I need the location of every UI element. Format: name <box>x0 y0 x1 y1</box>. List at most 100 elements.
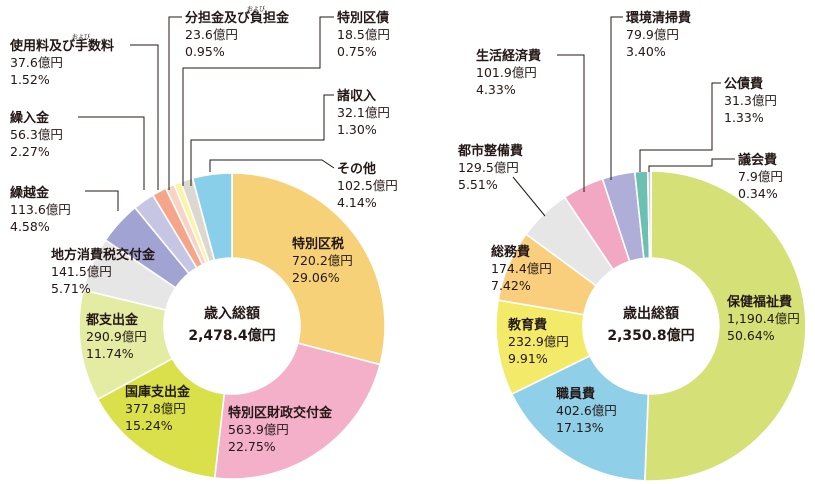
slice-percent: 4.58% <box>10 219 50 234</box>
revenue-center-total: 2,478.4億円 <box>188 327 275 344</box>
revenue-leader-line-10 <box>182 16 334 186</box>
slice-amount: 232.9億円 <box>508 334 569 349</box>
slice-amount: 141.5億円 <box>51 264 112 279</box>
slice-amount: 7.9億円 <box>738 169 783 184</box>
slice-name: 分担金及び負担金 <box>185 10 290 26</box>
slice-amount: 101.9億円 <box>476 65 537 80</box>
slice-percent: 11.74% <box>86 346 134 361</box>
slice-name: 生活経済費 <box>476 48 541 64</box>
slice-name: 国庫支出金 <box>125 384 191 400</box>
revenue-leader-line-11 <box>190 94 334 186</box>
slice-percent: 0.75% <box>337 44 377 59</box>
expenditure-leader-line-8 <box>639 82 721 172</box>
revenue-leader-line-6 <box>85 190 119 211</box>
slice-name: その他 <box>337 161 376 177</box>
slice-percent: 4.33% <box>476 82 516 97</box>
slice-name: 教育費 <box>507 317 547 333</box>
ruby-text: および <box>247 5 265 13</box>
slice-name: 繰越金 <box>10 185 50 201</box>
revenue-center-title: 歳入総額 <box>204 305 260 322</box>
slice-percent: 22.75% <box>228 439 276 454</box>
expenditure-center-total: 2,350.8億円 <box>607 327 694 344</box>
slice-name: 使用料及び手数料 <box>9 38 114 54</box>
slice-name: 総務費 <box>491 244 530 260</box>
expenditure-leader-line-6 <box>557 54 585 192</box>
slice-percent: 29.06% <box>292 270 340 285</box>
slice-name: 諸収入 <box>337 88 376 104</box>
slice-name: 職員費 <box>556 386 595 402</box>
revenue-leader-line-9 <box>168 16 182 190</box>
ruby-text: および <box>72 33 90 41</box>
revenue-slice-2 <box>213 342 382 480</box>
slice-percent: 0.34% <box>738 186 778 201</box>
slice-amount: 377.8億円 <box>125 401 186 416</box>
slice-amount: 174.4億円 <box>491 261 552 276</box>
slice-amount: 402.6億円 <box>556 403 617 418</box>
revenue-slice-12 <box>191 172 233 262</box>
slice-percent: 1.30% <box>337 122 377 137</box>
slice-percent: 4.14% <box>337 195 377 210</box>
slice-name: 地方消費税交付金 <box>51 247 156 263</box>
expenditure-leader-line-7 <box>610 16 623 180</box>
slice-name: 環境清掃費 <box>626 10 691 26</box>
expenditure-slice-2 <box>510 354 650 482</box>
slice-percent: 17.13% <box>556 420 604 435</box>
slice-amount: 32.1億円 <box>337 105 390 120</box>
revenue-leader-line-8 <box>130 44 159 190</box>
slice-name: 繰入金 <box>10 110 50 126</box>
slice-amount: 18.5億円 <box>337 27 390 42</box>
slice-amount: 1,190.4億円 <box>727 311 800 326</box>
revenue-slice-1 <box>231 172 386 366</box>
slice-name: 保健福祉費 <box>726 294 792 310</box>
slice-percent: 3.40% <box>626 44 666 59</box>
slice-percent: 5.71% <box>51 281 91 296</box>
slice-amount: 563.9億円 <box>228 422 289 437</box>
slice-percent: 15.24% <box>125 418 173 433</box>
revenue-slice-3 <box>96 357 226 479</box>
slice-amount: 79.9億円 <box>626 27 679 42</box>
expenditure-leader-line-9 <box>648 158 735 172</box>
slice-name: 特別区債 <box>337 10 389 26</box>
slice-percent: 9.91% <box>508 351 548 366</box>
expenditure-leader-line-5 <box>512 176 546 217</box>
slice-name: 公債費 <box>724 76 763 92</box>
slice-name: 特別区税 <box>292 236 344 252</box>
slice-amount: 23.6億円 <box>185 27 238 42</box>
slice-name: 都市整備費 <box>457 143 523 159</box>
slice-percent: 5.51% <box>458 177 498 192</box>
slice-percent: 0.95% <box>185 44 225 59</box>
slice-amount: 113.6億円 <box>10 202 71 217</box>
slice-name: 都支出金 <box>85 312 139 328</box>
slice-percent: 50.64% <box>727 328 775 343</box>
slice-amount: 290.9億円 <box>86 329 147 344</box>
slice-amount: 720.2億円 <box>292 253 353 268</box>
slice-name: 議会費 <box>738 152 777 168</box>
slice-amount: 129.5億円 <box>458 160 519 175</box>
slice-name: 特別区財政交付金 <box>228 405 333 421</box>
slice-percent: 1.52% <box>10 72 50 87</box>
